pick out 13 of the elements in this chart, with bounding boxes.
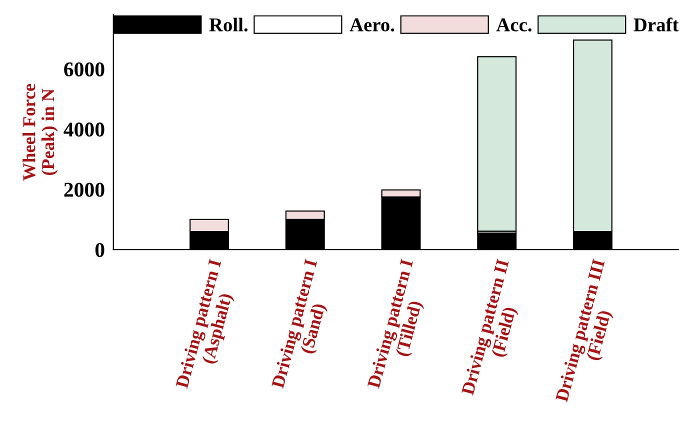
- y-tick-label: 2000: [64, 182, 104, 197]
- legend-label: Acc.: [496, 18, 532, 32]
- y-tick-label: 4000: [64, 122, 104, 137]
- legend-label: Aero.: [350, 18, 394, 32]
- legend-label: Draft: [634, 18, 679, 32]
- y-tick-label: 6000: [64, 62, 104, 76]
- y-tick-label: 0: [95, 242, 104, 258]
- x-tick-label: Driving pattern I (Tilled): [366, 258, 426, 390]
- x-tick-label: Driving pattern II (Field): [460, 258, 520, 397]
- y-axis-title: Wheel Force (Peak) in N: [22, 84, 58, 181]
- x-tick-label: Driving pattern III (Field): [554, 258, 614, 404]
- x-tick-label: Driving pattern I (Sand): [270, 258, 329, 390]
- legend-label: Roll.: [209, 18, 248, 32]
